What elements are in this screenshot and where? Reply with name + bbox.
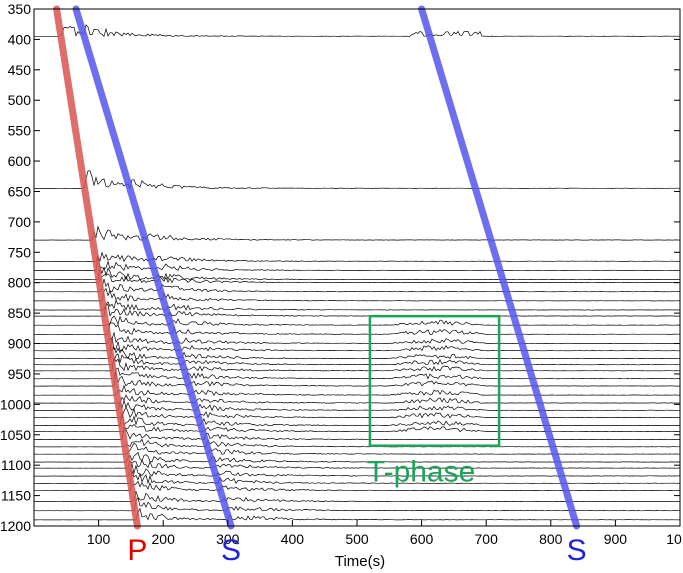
y-tick-label: 950: [8, 366, 32, 382]
seismogram-trace: [33, 367, 681, 380]
y-tick-label: 900: [8, 336, 32, 352]
seismogram-trace: [34, 372, 681, 387]
p-phase-line: [53, 5, 141, 530]
seismogram-trace: [33, 331, 681, 344]
s-phase-label: S: [221, 534, 241, 567]
y-tick-label: 1000: [0, 396, 31, 412]
y-tick-label: 1200: [0, 518, 31, 534]
y-tick-label: 1100: [1, 457, 31, 473]
seismogram-trace: [34, 464, 681, 477]
seismogram-trace: [34, 273, 680, 284]
phase-lines: [53, 5, 581, 530]
x-tick-label: 400: [281, 531, 305, 547]
s-phase-line: [418, 5, 581, 530]
seismogram-trace: [34, 287, 681, 302]
seismogram-trace: [34, 257, 681, 271]
seismogram-trace: [33, 356, 680, 372]
x-tick-label: 100: [87, 531, 111, 547]
t-phase-box: [368, 314, 501, 447]
seismogram-trace: [34, 303, 681, 317]
seismogram-trace: [33, 251, 681, 263]
x-tick-label: 300: [216, 531, 240, 547]
seismogram-trace: [34, 384, 681, 396]
seismogram-trace: [34, 398, 680, 412]
y-tick-label: 650: [8, 183, 32, 199]
x-tick-label: 600: [410, 531, 434, 547]
t-phase-label: T-phase: [367, 456, 475, 489]
seismogram-trace: [34, 412, 681, 427]
y-tick-label: 700: [8, 214, 32, 230]
seismogram-trace: [34, 424, 681, 433]
seismogram-trace: [34, 353, 680, 366]
seismogram-trace: [33, 337, 680, 352]
y-tick-label: 750: [8, 244, 32, 260]
seismogram-trace: [34, 266, 680, 281]
y-tick-label: 550: [8, 123, 32, 139]
seismogram-trace: [33, 406, 680, 419]
seismogram-trace: [34, 425, 681, 441]
p-phase-label: P: [127, 534, 147, 567]
seismogram-trace: [33, 394, 680, 404]
y-tick-label: 1150: [1, 488, 31, 504]
seismogram-trace: [33, 442, 681, 455]
y-tick-label: 1050: [0, 427, 31, 443]
y-tick-label: 450: [8, 62, 32, 78]
s-phase-label: S: [567, 534, 587, 567]
y-tick-label: 400: [8, 31, 32, 47]
x-tick-label: 200: [152, 531, 176, 547]
seismogram-trace: [34, 24, 680, 37]
y-tick-label: 600: [8, 153, 32, 169]
x-tick-label: 900: [604, 531, 628, 547]
seismogram-trace: [34, 470, 681, 485]
x-axis: 100 200 300 400 500 600 700 800 900 10: [87, 520, 682, 547]
seismogram-trace: [34, 438, 681, 448]
y-tick-label: 850: [8, 305, 32, 321]
seismogram-trace: [33, 315, 681, 326]
s-phase-line: [72, 5, 235, 530]
seismogram-trace: [33, 459, 681, 469]
seismogram-trace: [34, 299, 680, 311]
x-tick-label: 10: [666, 531, 682, 547]
y-tick-label: 500: [8, 92, 32, 108]
x-tick-label: 800: [539, 531, 563, 547]
seismogram-trace: [33, 346, 681, 360]
seismogram-trace: [34, 480, 680, 492]
y-tick-label: 350: [8, 1, 32, 17]
y-tick-label: 800: [8, 275, 32, 291]
x-tick-label: 500: [345, 531, 369, 547]
x-tick-label: 700: [475, 531, 499, 547]
x-axis-title: Time(s): [335, 553, 385, 570]
seismogram-trace: [33, 278, 680, 293]
y-axis: 350 400 450 500 550 600 650 700 750 800 850 900 950 1…: [0, 1, 680, 534]
seismogram-trace: [33, 170, 681, 190]
seismogram-trace: [34, 322, 681, 335]
